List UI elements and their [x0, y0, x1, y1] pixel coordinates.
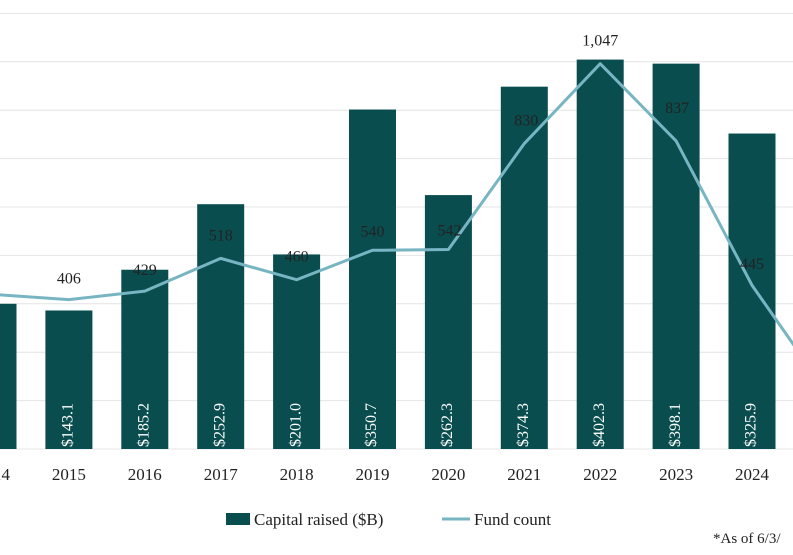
- x-tick-2017: 2017: [204, 465, 239, 484]
- bar-value-label-2015: $143.1: [60, 403, 77, 447]
- bar-value-label-2024: $325.9: [743, 403, 760, 447]
- bar-capital-2017: [197, 204, 245, 449]
- fund-count-label-2022: 1,047: [582, 33, 618, 50]
- legend: Capital raised ($B) Fund count: [226, 510, 551, 529]
- bar-capital-2016: [121, 269, 169, 449]
- x-tick-2024: 2024: [735, 465, 770, 484]
- bar-capital-2015: [45, 310, 93, 449]
- data-labels: $143.1 $185.2 $252.9 $201.0 $350.7 $262.3 $374…: [57, 33, 764, 447]
- fund-count-label-2023: 837: [665, 100, 689, 117]
- fund-count-label-2020: 542: [437, 223, 461, 240]
- fund-count-label-2015: 406: [57, 271, 81, 288]
- bar-capital-2018: [273, 254, 321, 449]
- bar-value-label-2022: $402.3: [591, 403, 608, 447]
- bar-value-label-2021: $374.3: [515, 403, 532, 447]
- fund-count-label-2021: 830: [514, 113, 538, 130]
- bar-value-label-2018: $201.0: [287, 403, 304, 447]
- x-tick-2022: 2022: [583, 465, 617, 484]
- bars: [0, 59, 776, 450]
- x-tick-2018: 2018: [280, 465, 314, 484]
- fund-count-polyline: [0, 62, 793, 347]
- bar-capital-2014: [0, 303, 17, 449]
- bar-capital-2024: [728, 133, 776, 449]
- bar-value-label-2017: $252.9: [211, 403, 228, 447]
- bar-capital-2022: [576, 59, 624, 449]
- bar-value-label-2019: $350.7: [363, 403, 380, 447]
- bar-capital-2019: [349, 109, 396, 449]
- fund-count-label-2016: 429: [133, 262, 157, 279]
- x-tick-2015: 2015: [52, 465, 86, 484]
- bar-capital-2020: [424, 195, 472, 449]
- bar-capital-2021: [500, 86, 548, 449]
- bar-value-label-2016: $185.2: [135, 403, 152, 447]
- fund-count-label-2018: 460: [285, 249, 309, 266]
- legend-label-capital: Capital raised ($B): [254, 510, 383, 529]
- x-tick-2014: 2014: [0, 465, 11, 484]
- legend-label-fund-count: Fund count: [474, 510, 551, 529]
- x-tick-2021: 2021: [507, 465, 541, 484]
- bar-value-label-2020: $262.3: [439, 403, 456, 447]
- bar-value-label-2023: $398.1: [667, 403, 684, 447]
- fund-count-label-2024: 445: [740, 256, 764, 273]
- fund-count-label-2019: 540: [361, 223, 385, 240]
- x-tick-2019: 2019: [356, 465, 390, 484]
- x-tick-2016: 2016: [128, 465, 162, 484]
- fund-count-line: [0, 62, 793, 347]
- x-axis-ticks: 2014 2015 2016 2017 2018 2019 2020 2021 2022 2023…: [0, 465, 770, 484]
- bar-capital-2023: [652, 63, 700, 450]
- x-tick-2020: 2020: [431, 465, 465, 484]
- x-tick-2023: 2023: [659, 465, 693, 484]
- fund-count-label-2017: 518: [209, 227, 233, 244]
- legend-swatch-capital: [226, 513, 250, 525]
- footnote: *As of 6/3/: [713, 531, 781, 547]
